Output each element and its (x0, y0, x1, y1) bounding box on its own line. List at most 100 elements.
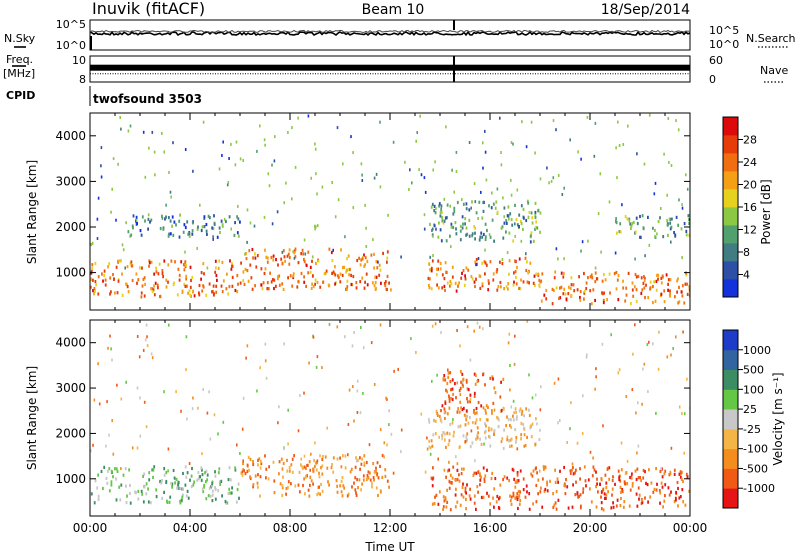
radar-cell (545, 288, 548, 293)
radar-cell (280, 257, 283, 261)
x-tick-label: 20:00 (573, 521, 608, 535)
radar-cell (129, 234, 132, 238)
radar-cell (134, 490, 136, 494)
radar-cell (278, 283, 281, 287)
radar-cell (481, 216, 484, 220)
colorbar-tick-label: 20 (743, 179, 757, 192)
radar-cell (161, 131, 163, 135)
radar-cell (151, 468, 154, 472)
radar-cell (468, 234, 471, 238)
radar-cell (101, 272, 103, 276)
radar-cell (478, 274, 481, 278)
radar-cell (648, 340, 650, 344)
radar-cell (264, 342, 267, 346)
radar-cell (622, 279, 624, 283)
radar-cell (331, 463, 333, 467)
radar-cell (462, 467, 465, 471)
radar-cell (268, 465, 270, 469)
radar-cell (167, 447, 170, 451)
radar-cell (498, 506, 501, 511)
radar-cell (609, 291, 611, 295)
radar-cell (499, 395, 502, 399)
radar-cell (354, 488, 357, 492)
radar-cell (283, 342, 285, 346)
radar-cell (454, 505, 457, 509)
radar-cell (634, 257, 636, 261)
radar-cell (350, 467, 353, 471)
radar-cell (458, 479, 461, 483)
radar-cell (455, 227, 457, 231)
radar-cell (510, 495, 513, 499)
nsky-frame (89, 19, 691, 51)
radar-cell (175, 390, 177, 394)
radar-cell (92, 278, 94, 282)
radar-cell (266, 260, 269, 264)
radar-cell (196, 478, 199, 482)
radar-cell (592, 465, 595, 469)
radar-cell (652, 284, 654, 289)
radar-cell (643, 278, 646, 283)
radar-cell (488, 281, 490, 285)
radar-cell (321, 185, 324, 189)
radar-cell (667, 117, 670, 120)
radar-cell (453, 210, 456, 214)
radar-cell (144, 175, 147, 179)
radar-cell (431, 379, 433, 383)
radar-cell (137, 489, 140, 493)
radar-cell (443, 197, 446, 201)
radar-cell (315, 261, 317, 265)
radar-cell (188, 462, 191, 465)
radar-cell (539, 211, 542, 215)
radar-cell (346, 257, 348, 261)
radar-cell (97, 275, 100, 279)
radar-cell (485, 411, 487, 415)
radar-cell (513, 477, 516, 481)
radar-cell (663, 300, 666, 304)
radar-cell (367, 476, 370, 480)
radar-cell (583, 465, 586, 469)
radar-cell (307, 488, 310, 492)
radar-cell (116, 469, 119, 473)
radar-cell (287, 408, 289, 412)
radar-cell (202, 120, 205, 124)
radar-cell (121, 272, 123, 276)
radar-cell (197, 470, 200, 475)
radar-cell (631, 388, 634, 392)
radar-cell (120, 127, 122, 131)
radar-cell (294, 484, 297, 488)
radar-cell (514, 234, 516, 238)
radar-cell (418, 168, 420, 172)
radar-cell (363, 463, 366, 467)
radar-cell (572, 483, 574, 487)
radar-cell (532, 469, 535, 473)
radar-cell (357, 458, 359, 462)
radar-cell (282, 287, 285, 291)
radar-cell (294, 247, 297, 251)
radar-cell (535, 225, 537, 230)
radar-cell (601, 490, 603, 494)
radar-cell (135, 218, 138, 222)
radar-cell (612, 501, 614, 505)
radar-cell (273, 159, 276, 163)
radar-cell (450, 225, 453, 229)
radar-cell (228, 487, 231, 491)
radar-cell (363, 253, 365, 257)
radar-cell (437, 259, 440, 263)
radar-cell (627, 271, 630, 275)
radar-cell (264, 359, 267, 363)
radar-cell (359, 263, 362, 267)
radar-cell (482, 209, 485, 213)
radar-cell (530, 435, 533, 439)
radar-cell (191, 407, 194, 411)
radar-cell (510, 502, 513, 506)
radar-cell (669, 294, 671, 298)
power-ylabel: Slant Range [km] (25, 160, 39, 264)
radar-cell (491, 471, 494, 475)
radar-cell (355, 281, 358, 285)
radar-cell (520, 239, 523, 243)
radar-cell (452, 225, 455, 230)
radar-cell (140, 489, 143, 493)
radar-cell (116, 383, 118, 387)
radar-cell (473, 182, 476, 186)
